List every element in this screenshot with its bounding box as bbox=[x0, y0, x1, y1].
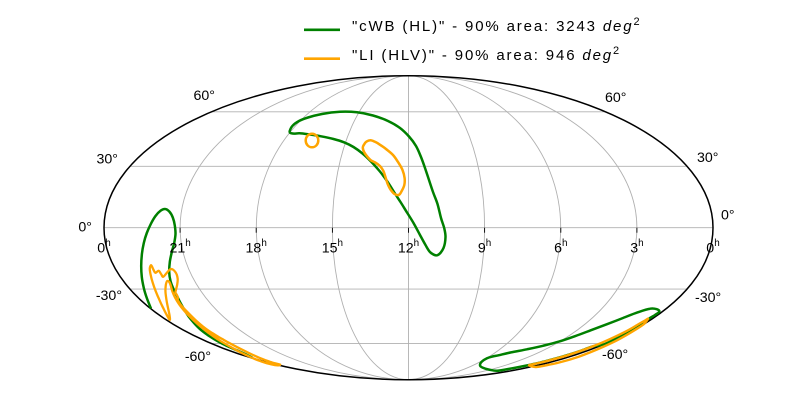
svg-text:0°: 0° bbox=[721, 208, 735, 224]
svg-text:0°: 0° bbox=[78, 220, 92, 236]
svg-text:-60°: -60° bbox=[185, 349, 211, 365]
svg-text:"cWB (HL)" - 90% area: 3243 de: "cWB (HL)" - 90% area: 3243 deg2 bbox=[352, 16, 641, 35]
svg-text:"LI (HLV)" - 90% area: 946 deg: "LI (HLV)" - 90% area: 946 deg2 bbox=[352, 45, 621, 64]
svg-text:60°: 60° bbox=[194, 88, 215, 104]
svg-text:30°: 30° bbox=[97, 152, 118, 168]
svg-text:60°: 60° bbox=[605, 90, 626, 106]
svg-text:-30°: -30° bbox=[96, 288, 122, 304]
svg-text:-30°: -30° bbox=[695, 290, 721, 306]
svg-text:-60°: -60° bbox=[602, 347, 628, 363]
svg-text:30°: 30° bbox=[697, 150, 718, 166]
